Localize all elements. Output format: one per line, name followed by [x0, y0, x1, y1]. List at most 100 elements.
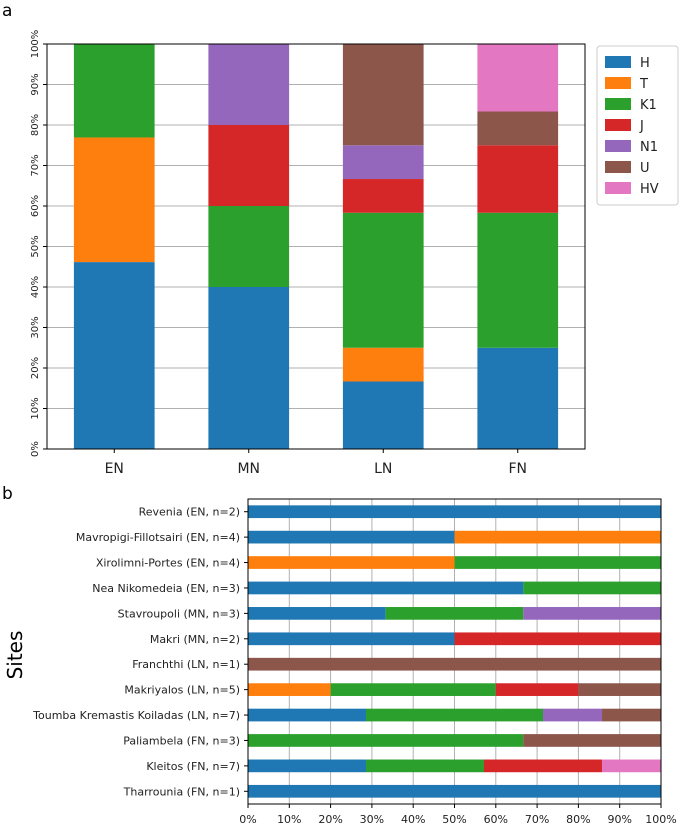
bar-segment-xirolimni-portes-en-n-4-k1 — [454, 556, 661, 569]
panel-b-site-label: Nea Nikomedeia (EN, n=3) — [92, 582, 240, 595]
legend-label-h: H — [640, 56, 650, 71]
panel-a-y-tick-label: 40% — [30, 276, 41, 298]
bar-segment-makri-mn-n-2-h — [248, 632, 455, 646]
panel-a-label: a — [2, 1, 12, 21]
panel-b-plot-frame — [247, 498, 662, 805]
bar-segment-fn-u — [477, 111, 559, 146]
legend-label-j: J — [639, 119, 644, 134]
panel-b-x-tick-label: 80% — [566, 813, 590, 825]
bar-segment-mn-n1 — [208, 44, 290, 125]
panel-b-x-tick-label: 60% — [484, 813, 508, 825]
legend: HT K1 J N1 U HV — [596, 45, 679, 206]
panel-b-site-label: Tharrounia (FN, n=1) — [123, 785, 240, 798]
panel-a-plot-frame — [46, 43, 586, 450]
bar-segment-mavropigi-fillotsairi-en-n-4-t — [454, 530, 661, 544]
bar-segment-paliambela-fn-n-3-k1 — [248, 734, 524, 747]
panel-b-site-label: Franchthi (LN, n=1) — [132, 658, 240, 671]
bar-segment-nea-nikomedeia-en-n-3-h — [248, 581, 524, 595]
panel-b-site-label: Paliambela (FN, n=3) — [123, 734, 240, 747]
panel-b-x-tick-label: 70% — [525, 813, 549, 825]
panel-a-y-tick-label: 100% — [30, 30, 41, 59]
panel-b-x-tick-label: 40% — [401, 813, 425, 825]
bar-segment-makriyalos-ln-n-5-u — [578, 683, 661, 696]
panel-b-site-label: Kleitos (FN, n=7) — [146, 760, 240, 773]
panel-a: a 0% 10% 20% 30% 40% 50% 60% 70% 80% 90% 100% EN MN… — [2, 1, 679, 477]
bar-segment-kleitos-fn-n-7-k1 — [365, 759, 484, 773]
panel-b-x-tick-label: 50% — [442, 813, 466, 825]
legend-swatch-h — [605, 56, 631, 68]
panel-b-x-tick-labels: 0% 10% 20% 30% 40% 50% 60% 70% 80% 90% 100% — [239, 813, 676, 825]
bar-segment-toumba-kremastis-koiladas-ln-n-7-h — [248, 708, 366, 722]
legend-swatch-t — [605, 77, 631, 89]
panel-b-site-labels: Revenia (EN, n=2) Mavropigi-Fillotsairi (… — [32, 506, 248, 798]
legend-label-k1: K1 — [640, 98, 657, 113]
bar-segment-ln-t — [342, 347, 424, 382]
panel-b-y-axis-label: Sites — [3, 631, 27, 680]
bar-segment-tharrounia-fn-n-1-h — [248, 784, 661, 798]
bar-segment-nea-nikomedeia-en-n-3-k1 — [523, 581, 661, 595]
bar-segment-ln-n1 — [342, 145, 424, 180]
panel-b-site-label: Makri (MN, n=2) — [150, 633, 240, 646]
bar-segment-xirolimni-portes-en-n-4-t — [248, 556, 455, 569]
panel-b-site-label: Makriyalos (LN, n=5) — [124, 684, 240, 697]
legend-label-u: U — [640, 161, 650, 176]
bar-segment-franchthi-ln-n-1-u — [248, 657, 661, 671]
panel-a-x-tick-label: EN — [105, 461, 124, 477]
bar-segment-toumba-kremastis-koiladas-ln-n-7-k1 — [365, 708, 544, 722]
bar-segment-kleitos-fn-n-7-h — [248, 759, 366, 773]
bar-segment-en-k1 — [73, 44, 155, 138]
bar-segment-mn-k1 — [208, 206, 290, 287]
bar-segment-mavropigi-fillotsairi-en-n-4-h — [248, 530, 455, 544]
bar-segment-fn-hv — [477, 44, 559, 112]
panel-b-site-label: Mavropigi-Fillotsairi (EN, n=4) — [76, 531, 240, 544]
bar-segment-paliambela-fn-n-3-u — [523, 734, 661, 747]
panel-a-y-tick-label: 50% — [30, 235, 41, 257]
panel-a-y-tick-label: 20% — [30, 357, 41, 379]
bar-segment-stavroupoli-mn-n-3-h — [248, 607, 386, 620]
bar-segment-ln-h — [342, 381, 424, 449]
panel-a-y-tick-labels: 0% 10% 20% 30% 40% 50% 60% 70% 80% 90% 100% — [30, 30, 41, 457]
panel-a-y-tick-label: 70% — [30, 154, 41, 176]
bar-segment-kleitos-fn-n-7-hv — [601, 759, 661, 773]
panel-a-x-tick-label: FN — [508, 461, 527, 477]
bar-segment-ln-u — [342, 44, 424, 146]
legend-swatch-j — [605, 119, 631, 131]
bar-segment-ln-k1 — [342, 212, 424, 348]
panel-a-x-tick-label: LN — [374, 461, 392, 477]
bar-segment-stavroupoli-mn-n-3-n1 — [523, 607, 661, 620]
legend-swatch-k1 — [605, 98, 631, 110]
bar-segment-fn-k1 — [477, 212, 559, 348]
panel-a-y-tick-label: 60% — [30, 195, 41, 217]
bar-segment-en-h — [73, 262, 155, 449]
panel-a-y-tick-label: 80% — [30, 114, 41, 136]
bar-segment-makriyalos-ln-n-5-t — [248, 683, 331, 696]
legend-swatch-u — [605, 161, 631, 173]
panel-b-site-label: Stavroupoli (MN, n=3) — [118, 607, 240, 620]
bar-segment-makriyalos-ln-n-5-k1 — [330, 683, 496, 696]
panel-b-bars — [248, 505, 662, 798]
panel-a-y-tick-label: 30% — [30, 316, 41, 338]
panel-b-x-tick-label: 90% — [607, 813, 631, 825]
panel-b-x-tick-label: 20% — [318, 813, 342, 825]
bar-segment-en-t — [73, 137, 155, 263]
panel-a-x-tick-labels: EN MN LN FN — [105, 449, 527, 477]
panel-b-x-tick-label: 100% — [645, 813, 676, 825]
panel-a-bars — [73, 44, 559, 449]
bar-segment-mn-h — [208, 287, 290, 449]
panel-a-x-tick-label: MN — [237, 461, 260, 477]
panel-b-site-label: Toumba Kremastis Koiladas (LN, n=7) — [32, 709, 240, 722]
bar-segment-toumba-kremastis-koiladas-ln-n-7-u — [602, 708, 662, 722]
bar-segment-revenia-en-n-2-h — [248, 505, 661, 519]
panel-b-site-label: Revenia (EN, n=2) — [139, 506, 240, 519]
bar-segment-makriyalos-ln-n-5-j — [495, 683, 579, 696]
bar-segment-stavroupoli-mn-n-3-k1 — [385, 607, 524, 620]
legend-label-n1: N1 — [640, 140, 658, 155]
bar-segment-mn-j — [208, 125, 290, 206]
panel-b-x-tick-label: 10% — [277, 813, 301, 825]
bar-segment-ln-j — [342, 179, 424, 213]
panel-a-y-tick-label: 10% — [30, 397, 41, 419]
bar-segment-kleitos-fn-n-7-j — [483, 759, 602, 773]
panel-a-y-tick-label: 0% — [30, 441, 41, 457]
panel-a-y-tick-label: 90% — [30, 73, 41, 95]
